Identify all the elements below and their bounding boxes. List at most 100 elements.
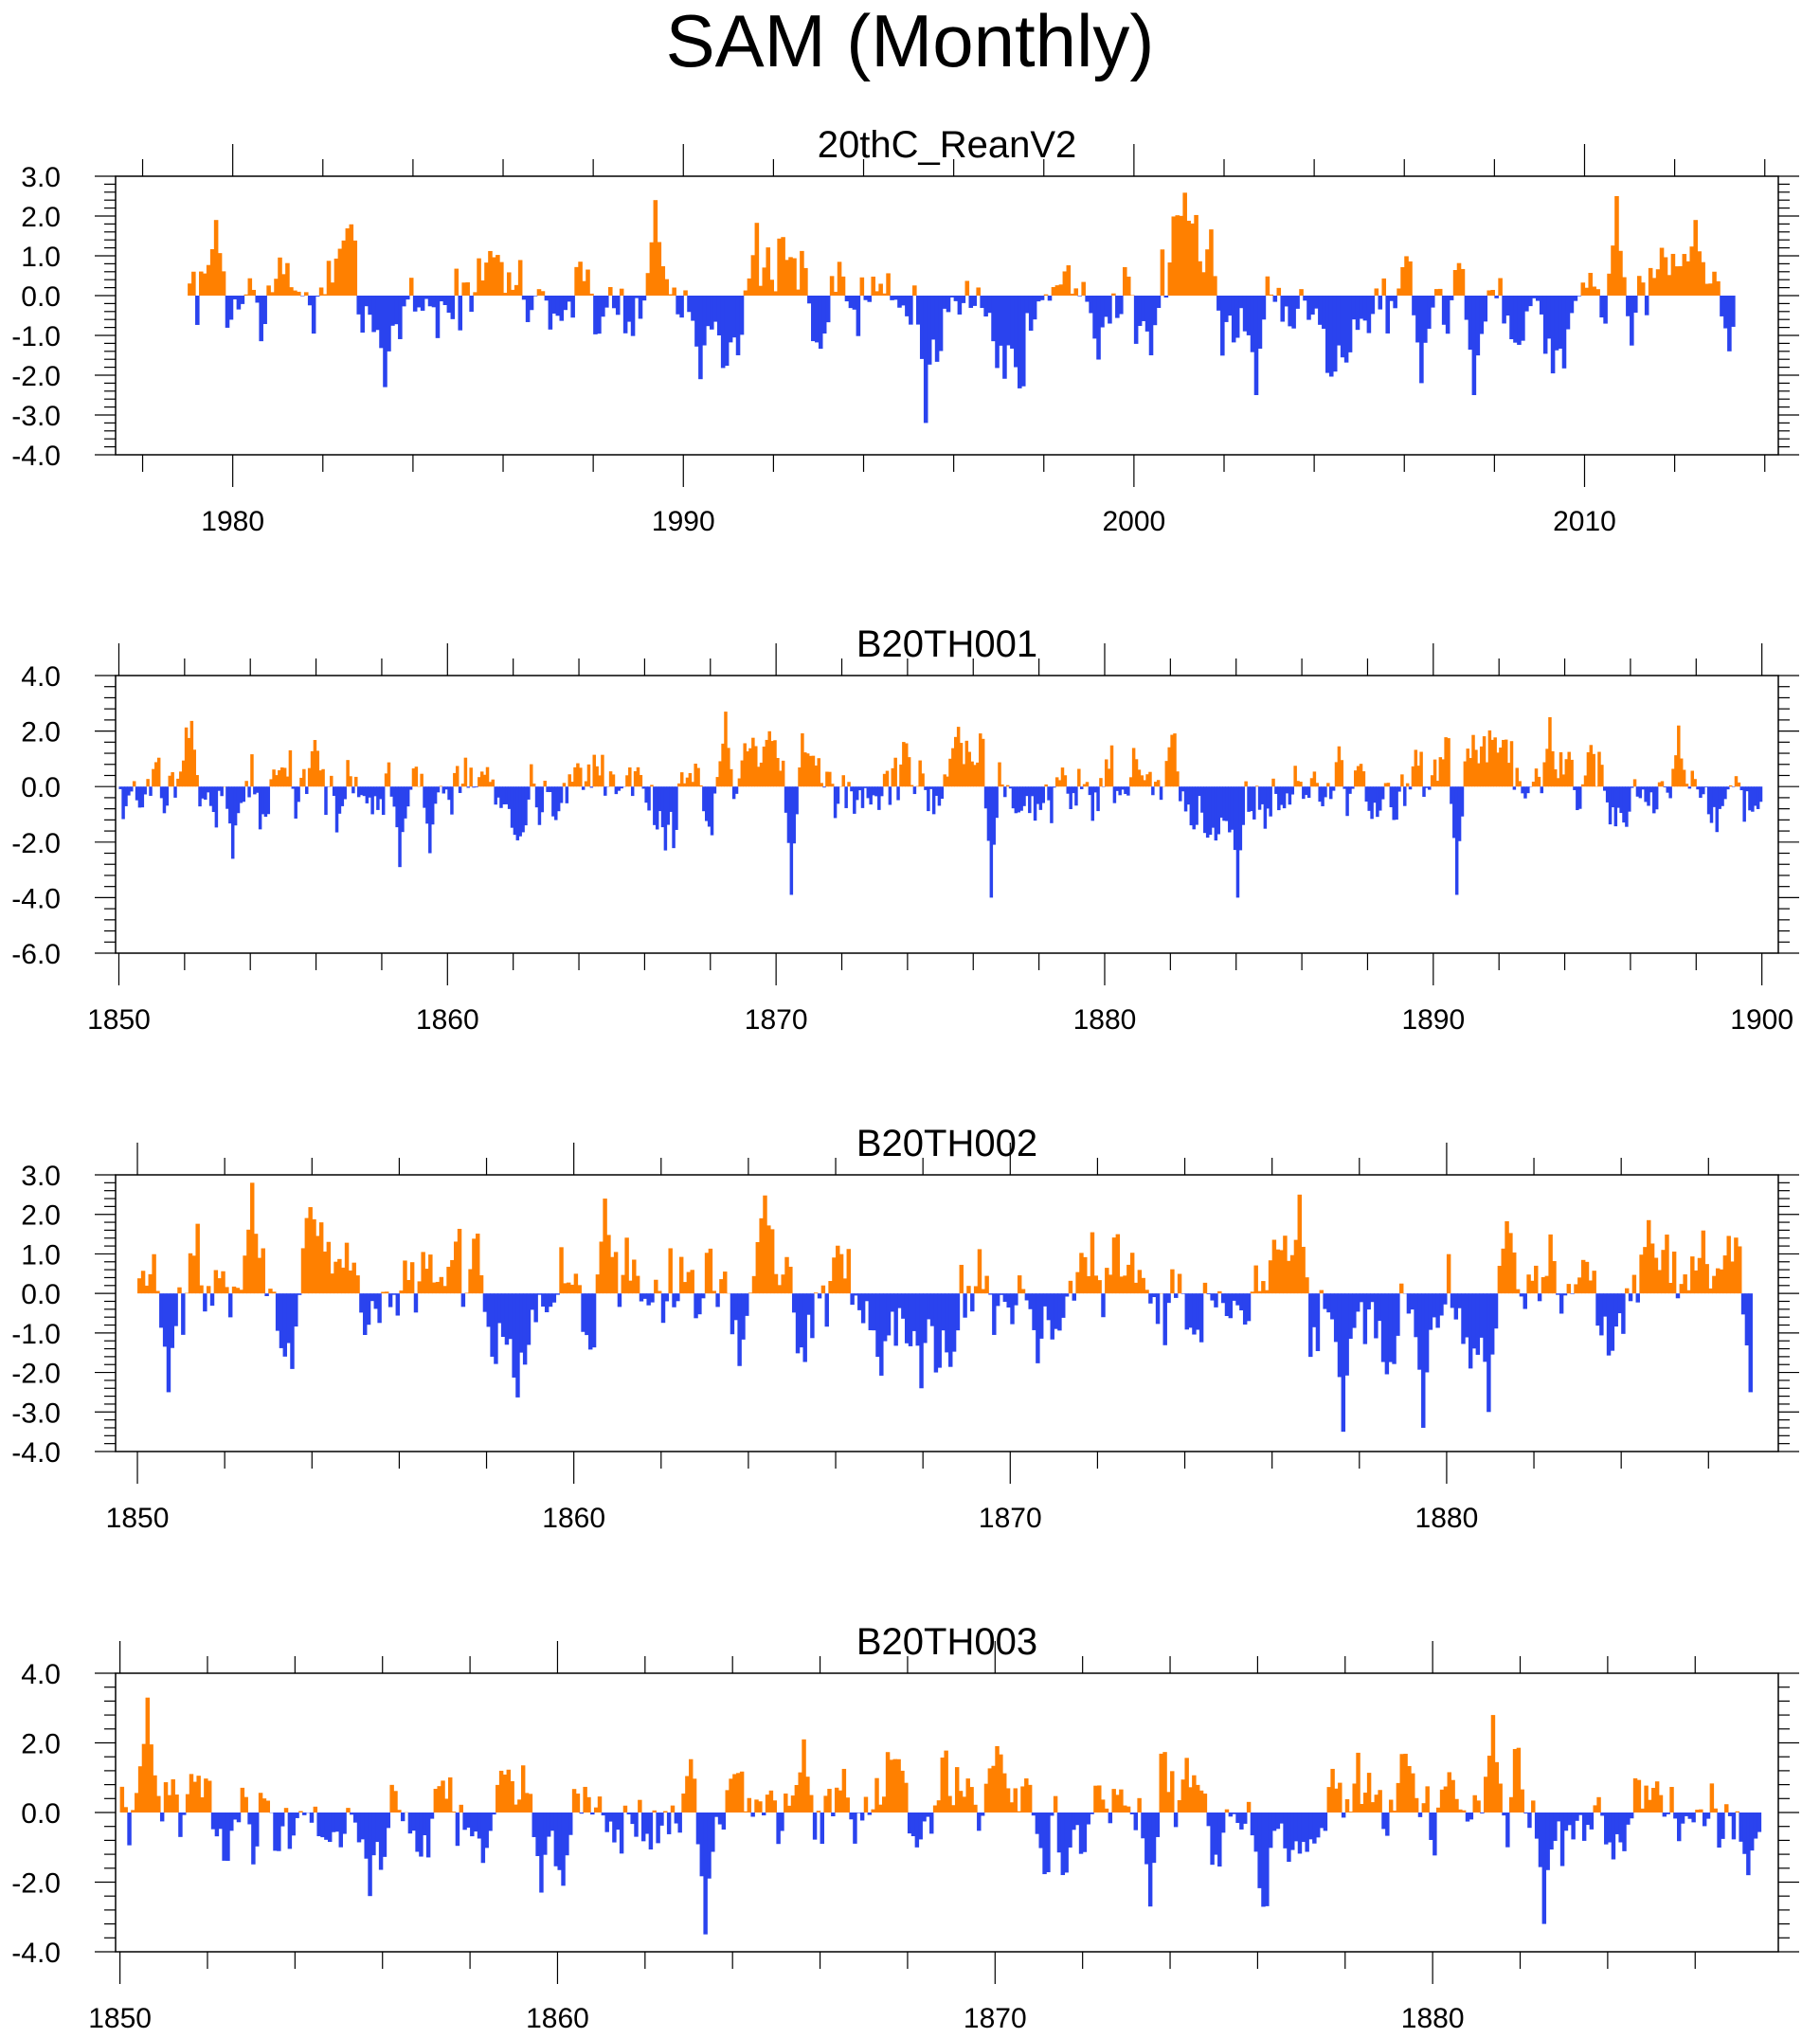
positive-bar bbox=[479, 771, 484, 787]
negative-bar bbox=[1247, 786, 1251, 812]
negative-bar bbox=[1569, 296, 1575, 314]
negative-bar bbox=[991, 296, 996, 342]
negative-bar bbox=[373, 786, 377, 797]
positive-bar bbox=[1682, 769, 1686, 787]
positive-bar bbox=[599, 1241, 604, 1294]
negative-bar bbox=[658, 786, 662, 812]
positive-bar bbox=[174, 1795, 179, 1813]
negative-bar bbox=[450, 786, 454, 815]
positive-bar bbox=[240, 1787, 245, 1813]
positive-bar bbox=[1712, 271, 1717, 296]
positive-bar bbox=[784, 1793, 788, 1813]
negative-bar bbox=[334, 786, 339, 833]
negative-bar bbox=[1454, 786, 1459, 895]
negative-bar bbox=[1257, 786, 1262, 810]
y-tick-label: 3.0 bbox=[21, 1161, 61, 1192]
positive-bar bbox=[1586, 751, 1591, 787]
negative-bar bbox=[1362, 296, 1368, 321]
negative-bar bbox=[159, 1293, 164, 1328]
negative-bar bbox=[1183, 786, 1188, 812]
negative-bar bbox=[1502, 1813, 1506, 1816]
positive-bar bbox=[1632, 779, 1637, 787]
positive-bar bbox=[976, 762, 980, 787]
negative-bar bbox=[371, 296, 376, 333]
negative-bar bbox=[1148, 1293, 1153, 1304]
negative-bar bbox=[415, 1813, 420, 1852]
negative-bar bbox=[1033, 786, 1037, 821]
negative-bar bbox=[1056, 1813, 1062, 1853]
positive-bar bbox=[1452, 270, 1458, 296]
positive-bar bbox=[770, 741, 774, 787]
positive-bar bbox=[1070, 293, 1075, 296]
positive-bar bbox=[1679, 758, 1684, 787]
negative-bar bbox=[1613, 786, 1618, 827]
negative-bar bbox=[590, 1813, 595, 1815]
negative-bar bbox=[1479, 1293, 1484, 1338]
positive-bar bbox=[619, 288, 624, 296]
negative-bar bbox=[634, 1813, 639, 1837]
negative-bar bbox=[694, 1293, 698, 1319]
positive-bar bbox=[448, 1776, 453, 1813]
positive-bar bbox=[1592, 286, 1596, 296]
negative-bar bbox=[659, 1813, 664, 1826]
positive-bar bbox=[696, 767, 700, 787]
positive-bar bbox=[1122, 266, 1127, 296]
negative-bar bbox=[1471, 296, 1477, 395]
positive-bar bbox=[803, 267, 808, 296]
positive-bar bbox=[1194, 214, 1198, 296]
negative-bar bbox=[604, 786, 607, 796]
positive-bar bbox=[1677, 725, 1681, 787]
positive-bar bbox=[841, 1768, 847, 1813]
negative-bar bbox=[1494, 296, 1499, 298]
negative-bar bbox=[352, 1813, 358, 1823]
y-tick-label: 4.0 bbox=[21, 1659, 61, 1690]
positive-bar bbox=[1490, 289, 1495, 296]
negative-bar bbox=[1290, 1813, 1295, 1850]
negative-bar bbox=[291, 786, 296, 789]
negative-bar bbox=[620, 786, 623, 789]
negative-bar bbox=[477, 1813, 482, 1839]
negative-bar bbox=[1450, 1293, 1455, 1308]
negative-bar bbox=[544, 1293, 550, 1313]
positive-bar bbox=[442, 1286, 447, 1294]
negative-bar bbox=[1100, 296, 1105, 328]
positive-bar bbox=[235, 1288, 241, 1294]
positive-bar bbox=[820, 1285, 826, 1294]
negative-bar bbox=[1559, 1813, 1565, 1867]
x-tick-label: 1880 bbox=[1073, 1004, 1137, 1036]
negative-bar bbox=[351, 786, 355, 794]
positive-bar bbox=[1073, 288, 1079, 296]
positive-bar bbox=[825, 771, 829, 787]
negative-bar bbox=[938, 296, 944, 352]
positive-bar bbox=[754, 1799, 759, 1813]
positive-bar bbox=[171, 1778, 175, 1813]
positive-bar bbox=[1093, 1785, 1098, 1813]
positive-bar bbox=[954, 736, 958, 787]
positive-bar bbox=[488, 782, 493, 787]
negative-bar bbox=[666, 786, 671, 825]
negative-bar bbox=[929, 786, 933, 789]
positive-bar bbox=[1722, 1255, 1728, 1294]
positive-bar bbox=[767, 730, 771, 787]
negative-bar bbox=[232, 296, 238, 299]
x-tick-label: 1850 bbox=[88, 2003, 152, 2034]
positive-bar bbox=[1265, 276, 1270, 296]
positive-bar bbox=[573, 767, 577, 787]
positive-bar bbox=[206, 264, 211, 296]
negative-bar bbox=[1198, 1293, 1204, 1343]
positive-bar bbox=[1348, 1812, 1354, 1813]
positive-bar bbox=[751, 737, 755, 787]
negative-bar bbox=[1141, 1813, 1145, 1839]
positive-bar bbox=[1044, 784, 1048, 787]
negative-bar bbox=[986, 786, 991, 841]
negative-bar bbox=[1277, 786, 1281, 811]
negative-bar bbox=[1359, 1293, 1364, 1303]
positive-bar bbox=[1719, 1269, 1724, 1294]
positive-bar bbox=[312, 1218, 316, 1294]
negative-bar bbox=[350, 1813, 354, 1815]
positive-bar bbox=[1020, 1289, 1026, 1294]
negative-bar bbox=[518, 786, 522, 837]
negative-bar bbox=[218, 1813, 223, 1830]
negative-bar bbox=[1243, 1813, 1248, 1824]
negative-bar bbox=[1475, 1293, 1481, 1355]
